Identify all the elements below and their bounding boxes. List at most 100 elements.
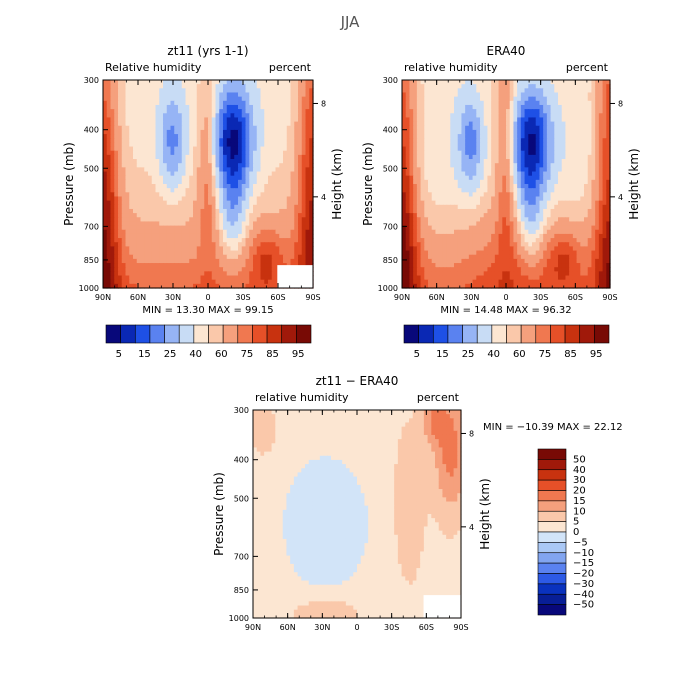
heatmap-cell	[121, 196, 127, 202]
heatmap-cell	[125, 138, 130, 143]
heatmap-cell	[506, 167, 511, 173]
heatmap-cell	[121, 80, 127, 85]
heatmap-cell	[256, 188, 262, 193]
heatmap-cell	[159, 225, 164, 231]
heatmap-cell	[178, 267, 183, 272]
heatmap-cell	[587, 200, 593, 206]
heatmap-cell	[602, 188, 607, 193]
heatmap-cell	[204, 100, 209, 106]
heatmap-cell	[226, 113, 232, 119]
heatmap-cell	[513, 221, 518, 227]
heatmap-cell	[256, 159, 262, 164]
heatmap-cell	[181, 175, 187, 181]
heatmap-cell	[241, 217, 247, 223]
heatmap-cell	[253, 179, 258, 185]
heatmap-cell	[129, 167, 134, 173]
heatmap-cell	[539, 121, 544, 127]
heatmap-cell	[524, 163, 529, 168]
heatmap-cell	[309, 233, 314, 239]
heatmap-cell	[431, 221, 437, 227]
heatmap-cell	[211, 233, 217, 239]
heatmap-cell	[428, 171, 433, 177]
heatmap-cell	[208, 200, 213, 206]
heatmap-cell	[249, 109, 254, 114]
heatmap-cell	[223, 84, 228, 89]
heatmap-cell	[256, 125, 262, 131]
heatmap-cell	[155, 192, 160, 198]
heatmap-cell	[572, 146, 578, 152]
heatmap-cell	[148, 238, 153, 243]
heatmap-cell	[189, 167, 194, 173]
heatmap-cell	[178, 109, 183, 114]
heatmap-cell	[219, 146, 224, 152]
heatmap-cell	[106, 84, 112, 89]
heatmap-cell	[494, 146, 500, 152]
heatmap-cell	[587, 92, 593, 98]
heatmap-cell	[211, 188, 217, 193]
heatmap-cell	[587, 96, 593, 102]
heatmap-cell	[543, 146, 548, 152]
heatmap-cell	[435, 100, 440, 106]
heatmap-cell	[491, 184, 496, 189]
heatmap-cell	[450, 188, 455, 193]
heatmap-cell	[524, 196, 529, 202]
heatmap-cell	[461, 213, 466, 218]
heatmap-cell	[420, 196, 425, 202]
heatmap-cell	[133, 96, 138, 102]
heatmap-cell	[181, 150, 187, 156]
heatmap-cell	[230, 159, 235, 164]
heatmap-cell	[230, 92, 235, 98]
heatmap-cell	[148, 125, 153, 131]
heatmap-cell	[546, 204, 552, 210]
heatmap-cell	[159, 179, 164, 185]
heatmap-cell	[301, 142, 307, 148]
heatmap-cell	[151, 217, 157, 223]
heatmap-cell	[532, 192, 537, 198]
heatmap-cell	[185, 200, 190, 206]
heatmap-cell	[211, 163, 217, 168]
heatmap-cell	[435, 200, 440, 206]
heatmap-cell	[476, 96, 481, 102]
heatmap-cell	[457, 113, 463, 119]
heatmap-cell	[249, 242, 254, 247]
heatmap-cell	[241, 242, 247, 247]
heatmap-cell	[234, 283, 239, 289]
heatmap-cell	[260, 263, 265, 268]
heatmap-cell	[253, 184, 258, 189]
heatmap-cell	[298, 117, 303, 123]
heatmap-cell	[174, 184, 179, 189]
heatmap-cell	[424, 96, 429, 102]
heatmap-cell	[271, 179, 277, 185]
heatmap-cell	[309, 138, 314, 143]
heatmap-cell	[174, 267, 179, 272]
heatmap-cell	[189, 204, 194, 210]
heatmap-cell	[208, 104, 213, 110]
heatmap-cell	[204, 279, 209, 285]
heatmap-cell	[136, 163, 142, 168]
heatmap-cell	[457, 84, 463, 89]
heatmap-cell	[219, 246, 224, 252]
heatmap-cell	[576, 159, 581, 164]
heatmap-cell	[446, 221, 451, 227]
heatmap-cell	[249, 196, 254, 202]
heatmap-cell	[125, 142, 130, 148]
heatmap-cell	[178, 88, 183, 94]
heatmap-cell	[535, 129, 541, 135]
heatmap-cell	[163, 84, 168, 89]
heatmap-cell	[524, 146, 529, 152]
heatmap-cell	[106, 117, 112, 123]
heatmap-cell	[524, 179, 529, 185]
heatmap-cell	[561, 121, 567, 127]
heatmap-cell	[215, 204, 220, 210]
heatmap-cell	[420, 192, 425, 198]
heatmap-cell	[208, 184, 213, 189]
heatmap-cell	[241, 192, 247, 198]
heatmap-cell	[219, 275, 224, 281]
heatmap-cell	[290, 175, 295, 181]
heatmap-cell	[405, 146, 411, 152]
heatmap-cell	[494, 179, 500, 185]
heatmap-cell	[301, 221, 307, 227]
heatmap-cell	[413, 225, 418, 231]
heatmap-cell	[268, 129, 273, 135]
heatmap-cell	[219, 238, 224, 243]
